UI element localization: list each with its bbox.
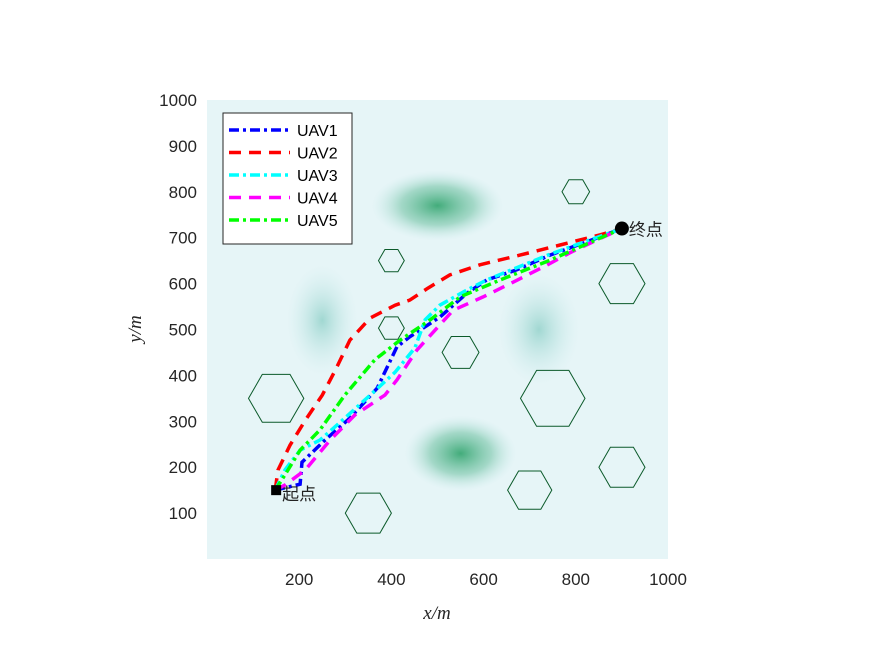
y-tick-label: 200: [169, 458, 197, 477]
y-tick-label: 100: [169, 504, 197, 523]
y-tick-label: 500: [169, 321, 197, 340]
legend-label-uav1: UAV1: [297, 123, 338, 140]
y-tick-label: 800: [169, 183, 197, 202]
obstacle-hexagon: [598, 446, 646, 488]
threat-peak: [404, 415, 517, 492]
path-uav4: [274, 226, 623, 492]
x-tick-label: 600: [469, 570, 497, 589]
obstacle-hexagon: [507, 470, 553, 510]
threat-peak: [286, 264, 358, 376]
obstacle-hexagon: [561, 179, 591, 205]
end-marker: [614, 221, 629, 236]
obstacle-hexagon: [519, 369, 586, 427]
path-uav1: [274, 226, 623, 492]
obstacle-hexagon: [377, 316, 405, 340]
y-tick-label: 700: [169, 229, 197, 248]
legend: UAV1 UAV2 UAV3 UAV4 UAV5: [222, 112, 353, 245]
legend-label-uav4: UAV4: [297, 191, 338, 208]
obstacle-hexagon: [598, 263, 646, 305]
y-tick-label: 600: [169, 275, 197, 294]
path-uav5: [273, 226, 623, 492]
start-label: 起点: [282, 485, 316, 505]
x-tick-label: 1000: [649, 570, 687, 589]
x-tick-label: 400: [377, 570, 405, 589]
y-tick-label: 900: [169, 137, 197, 156]
obstacle-hexagon: [247, 373, 305, 423]
obstacle-hexagon: [377, 249, 405, 273]
obstacle-hexagon: [441, 336, 480, 369]
y-tick-label: 400: [169, 366, 197, 385]
start-marker: [271, 485, 282, 496]
legend-label-uav5: UAV5: [297, 213, 338, 230]
x-tick-label: 200: [285, 570, 313, 589]
y-tick-label: 300: [169, 412, 197, 431]
threat-peak: [371, 170, 504, 241]
legend-label-uav3: UAV3: [297, 168, 338, 185]
y-axis-label: y/m: [125, 315, 146, 344]
x-tick-label: 800: [562, 570, 590, 589]
legend-label-uav2: UAV2: [297, 146, 338, 163]
x-axis-label: x/m: [422, 603, 450, 624]
obstacle-hexagon: [344, 492, 392, 534]
y-tick-label: 1000: [159, 91, 197, 110]
path-uav2: [273, 226, 623, 491]
threat-peak: [498, 273, 580, 386]
end-label: 终点: [629, 221, 663, 241]
